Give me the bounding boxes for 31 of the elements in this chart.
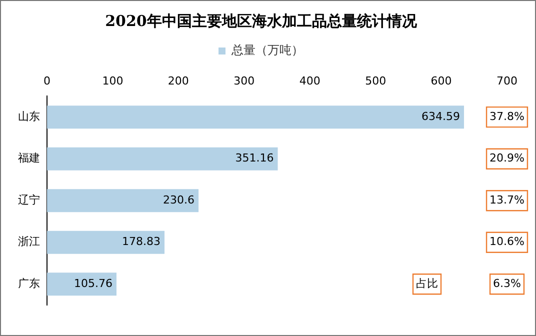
- y-tick-label: 山东: [18, 110, 40, 123]
- data-label: 178.83: [122, 235, 161, 248]
- chart-title: 2020年中国主要地区海水加工品总量统计情况: [105, 12, 418, 30]
- annotation: 6.3%: [493, 276, 521, 290]
- annotation: 10.6%: [490, 235, 524, 248]
- annotation: 20.9%: [490, 152, 524, 165]
- bar: [47, 272, 116, 296]
- data-label: 230.6: [163, 193, 195, 206]
- x-tick-label: 0: [44, 74, 50, 88]
- bar: [47, 147, 278, 170]
- y-tick-label: 浙江: [18, 235, 40, 248]
- annotation: 占比: [416, 276, 438, 290]
- y-tick-label: 广东: [18, 276, 40, 290]
- x-tick-label: 600: [430, 74, 452, 88]
- annotation: 13.7%: [490, 193, 524, 206]
- data-label: 351.16: [235, 152, 274, 165]
- annotation: 37.8%: [490, 110, 524, 123]
- x-tick-label: 400: [299, 74, 320, 88]
- bar: [47, 106, 464, 129]
- x-tick-label: 700: [496, 74, 518, 88]
- data-label: 634.59: [422, 110, 460, 123]
- x-tick-label: 500: [365, 74, 386, 88]
- x-tick-label: 100: [102, 74, 124, 88]
- y-tick-label: 辽宁: [18, 193, 40, 206]
- data-label: 105.76: [74, 276, 112, 290]
- legend-label: 总量（万吨）: [230, 43, 304, 58]
- bar: [47, 230, 165, 254]
- x-tick-label: 300: [234, 74, 255, 88]
- bar: [47, 189, 199, 212]
- y-tick-label: 福建: [18, 152, 40, 165]
- x-tick-label: 200: [168, 74, 189, 88]
